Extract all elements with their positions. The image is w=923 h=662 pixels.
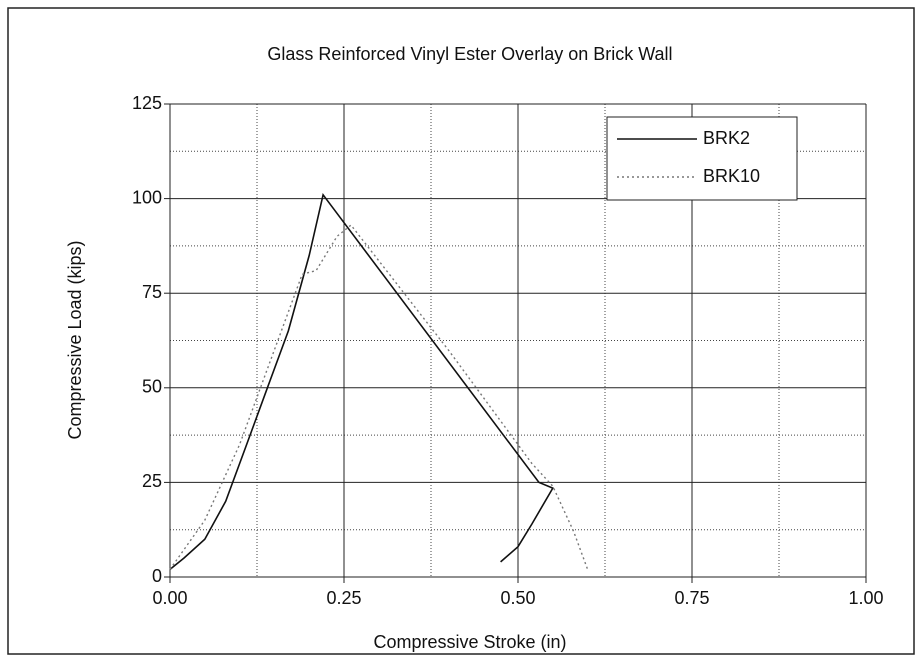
series-line xyxy=(169,224,589,570)
x-axis-label: Compressive Stroke (in) xyxy=(373,632,566,652)
y-tick-label: 50 xyxy=(142,377,162,397)
x-tick-label: 0.50 xyxy=(500,588,535,608)
legend-label: BRK2 xyxy=(703,128,750,148)
y-tick-label: 100 xyxy=(132,187,162,207)
x-tick-label: 0.25 xyxy=(326,588,361,608)
x-tick-label: 0.75 xyxy=(674,588,709,608)
chart-title: Glass Reinforced Vinyl Ester Overlay on … xyxy=(267,44,672,64)
y-tick-label: 125 xyxy=(132,93,162,113)
frame xyxy=(7,7,915,655)
x-tick-label: 0.00 xyxy=(152,588,187,608)
series-line xyxy=(169,192,554,571)
y-axis-label: Compressive Load (kips) xyxy=(65,240,85,439)
y-tick-label: 0 xyxy=(152,566,162,586)
y-tick-label: 75 xyxy=(142,282,162,302)
legend-box xyxy=(606,116,798,201)
x-tick-label: 1.00 xyxy=(848,588,883,608)
legend-label: BRK10 xyxy=(703,166,760,186)
y-tick-label: 25 xyxy=(142,471,162,491)
